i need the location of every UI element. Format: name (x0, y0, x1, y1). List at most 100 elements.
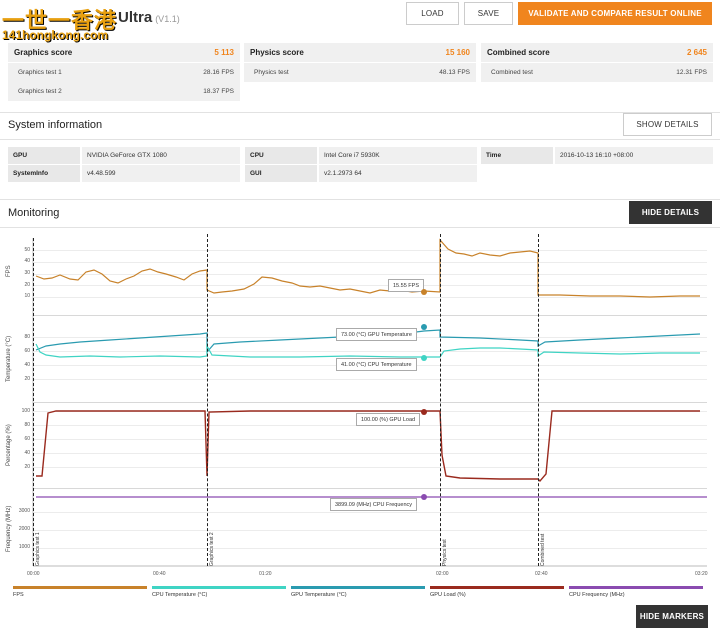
legend-swatch (430, 586, 564, 589)
divider (0, 227, 720, 228)
row-value: 18.37 FPS (203, 88, 234, 95)
info-value: Intel Core i7 5930K (319, 147, 477, 164)
legend-label: CPU Frequency (MHz) (569, 592, 625, 598)
legend-swatch (291, 586, 425, 589)
card-title: Combined score (487, 48, 550, 57)
fps-marker-dot (421, 289, 427, 295)
validate-compare-button[interactable]: VALIDATE AND COMPARE RESULT ONLINE (518, 2, 712, 25)
card-row: Graphics test 2 18.37 FPS (8, 82, 240, 101)
grid-line (33, 453, 707, 454)
title-text: Ultra (118, 9, 153, 26)
grid-line (33, 467, 707, 468)
gpu-load-series-line (36, 410, 700, 483)
card-row: Combined test 12.31 FPS (481, 63, 713, 82)
marker-label: Graphics test 2 (209, 532, 215, 566)
hide-markers-button[interactable]: HIDE MARKERS (636, 605, 708, 628)
divider (0, 199, 720, 200)
info-key: GPU (8, 147, 82, 164)
gpu-load-callout: 100.00 (%) GPU Load (356, 413, 421, 426)
hide-details-button[interactable]: HIDE DETAILS (629, 201, 712, 224)
marker-label: Physics test (442, 539, 448, 566)
row-label: Physics test (254, 69, 289, 76)
temp-tick: 80 (24, 334, 30, 340)
marker-combined-test (538, 234, 539, 566)
save-button[interactable]: SAVE (464, 2, 513, 25)
show-details-button[interactable]: SHOW DETAILS (623, 113, 712, 136)
info-key: Time (481, 147, 555, 164)
pct-tick: 80 (24, 422, 30, 428)
grid-line (33, 548, 707, 549)
grid-line (33, 262, 707, 263)
info-value: 2016-10-13 16:10 +08:00 (555, 147, 713, 164)
card-row: Graphics test 1 28.16 FPS (8, 63, 240, 82)
legend-gpu-load[interactable]: GPU Load (%) (430, 586, 564, 598)
card-header: Combined score 2 645 (481, 43, 713, 63)
grid-line (33, 439, 707, 440)
legend-fps[interactable]: FPS (13, 586, 147, 598)
divider (0, 112, 720, 113)
combined-score-card: Combined score 2 645 Combined test 12.31 F… (481, 43, 713, 82)
info-key: SystemInfo (8, 165, 82, 182)
legend-swatch (152, 586, 286, 589)
temp-tick: 60 (24, 348, 30, 354)
fps-tick: 10 (24, 293, 30, 299)
legend-swatch (13, 586, 147, 589)
pct-tick: 40 (24, 450, 30, 456)
legend-label: FPS (13, 592, 24, 598)
row-value: 12.31 FPS (676, 69, 707, 76)
row-value: 28.16 FPS (203, 69, 234, 76)
x-tick: 01:20 (259, 571, 272, 577)
freq-tick: 2000 (18, 526, 30, 532)
sysinfo-cpu: CPU Intel Core i7 5930K (245, 147, 477, 164)
marker-graphics-test-2 (207, 234, 208, 566)
cpu-temperature-series-line (35, 343, 700, 358)
legend-cpu-temperature[interactable]: CPU Temperature (°C) (152, 586, 286, 598)
sysinfo-gui: GUI v2.1.2973 64 (245, 165, 477, 182)
x-tick: 02:40 (535, 571, 548, 577)
pct-tick: 100 (21, 408, 30, 414)
sysinfo-systeminfo: SystemInfo v4.48.599 (8, 165, 240, 182)
cpu-freq-marker-dot (421, 494, 427, 500)
fps-tick: 30 (24, 270, 30, 276)
grid-line (33, 250, 707, 251)
card-score: 2 645 (686, 48, 707, 57)
freq-tick: 1000 (18, 544, 30, 550)
legend-label: GPU Temperature (°C) (291, 592, 347, 598)
card-score: 5 113 (214, 48, 234, 57)
fps-tick: 20 (24, 282, 30, 288)
marker-graphics-test-1 (33, 238, 34, 566)
physics-score-card: Physics score 15 160 Physics test 48.13 FP… (244, 43, 476, 82)
divider (0, 139, 720, 140)
legend-gpu-temperature[interactable]: GPU Temperature (°C) (291, 586, 425, 598)
marker-label: Combined test (540, 533, 546, 566)
row-label: Combined test (491, 69, 533, 76)
info-value: NVIDIA GeForce GTX 1080 (82, 147, 240, 164)
sysinfo-time: Time 2016-10-13 16:10 +08:00 (481, 147, 713, 164)
info-value: v2.1.2973 64 (319, 165, 477, 182)
sysinfo-gpu: GPU NVIDIA GeForce GTX 1080 (8, 147, 240, 164)
info-value: v4.48.599 (82, 165, 240, 182)
grid-line (33, 379, 707, 380)
subchart-divider (33, 402, 707, 403)
legend-cpu-frequency[interactable]: CPU Frequency (MHz) (569, 586, 703, 598)
marker-label: Graphics test 1 (35, 532, 41, 566)
card-title: Physics score (250, 48, 304, 57)
fps-tick: 40 (24, 258, 30, 264)
site-logo: 一世一香港 141hongkong.com (0, 0, 122, 44)
version-label: (V1.1) (155, 14, 180, 24)
cpu-freq-callout: 3899.09 (MHz) CPU Frequency (330, 498, 418, 511)
grid-line (33, 512, 707, 513)
info-key: GUI (245, 165, 319, 182)
grid-line (33, 351, 707, 352)
card-header: Graphics score 5 113 (8, 43, 240, 63)
logo-bottom-text: 141hongkong.com (2, 28, 109, 42)
x-tick: 00:40 (153, 571, 166, 577)
load-button[interactable]: LOAD (406, 2, 459, 25)
pct-tick: 20 (24, 464, 30, 470)
fps-series-line (35, 238, 700, 298)
grid-line (33, 274, 707, 275)
legend-label: GPU Load (%) (430, 592, 466, 598)
x-tick: 00:00 (27, 571, 40, 577)
temp-tick: 20 (24, 376, 30, 382)
grid-line (33, 530, 707, 531)
